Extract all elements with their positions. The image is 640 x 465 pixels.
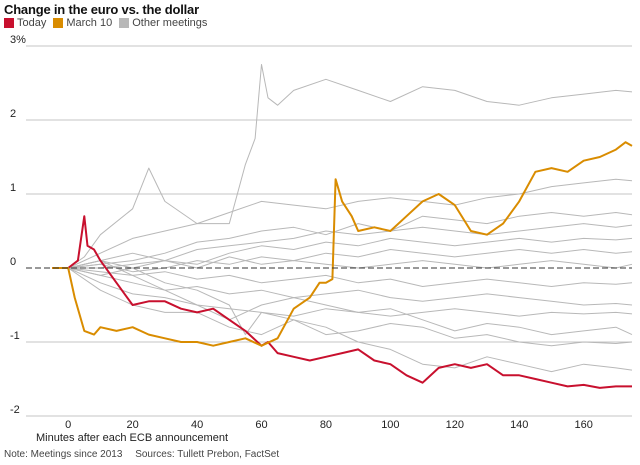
series-line-other-1 xyxy=(52,260,633,336)
footnote-sources: Sources: Tullett Prebon, FactSet xyxy=(135,449,280,460)
series-line-other-7 xyxy=(52,267,633,287)
legend-item-other: Other meetings xyxy=(119,17,207,29)
legend-item-march10: March 10 xyxy=(53,17,112,29)
x-axis-label: Minutes after each ECB announcement xyxy=(36,432,229,444)
x-tick-label: 140 xyxy=(510,419,528,431)
y-tick-labels: -2 -1 0 1 2 3% xyxy=(10,34,26,416)
series-line-other-12 xyxy=(52,267,633,317)
footnote: Note: Meetings since 2013 Sources: Tulle… xyxy=(4,449,289,460)
footnote-meetings: Note: Meetings since 2013 xyxy=(4,449,123,460)
y-tick-label: 3% xyxy=(10,34,26,46)
legend-swatch-march10 xyxy=(53,18,64,28)
x-tick-label: 0 xyxy=(65,419,71,431)
series-line-other-0 xyxy=(52,64,633,269)
series-line-other-2 xyxy=(52,267,633,373)
series-line-other-8 xyxy=(52,267,633,306)
series-line-today xyxy=(52,215,632,389)
series-line-other-3 xyxy=(52,212,633,269)
x-tick-label: 160 xyxy=(574,419,592,431)
legend-swatch-today xyxy=(4,18,14,28)
series-line-other-11 xyxy=(52,256,633,269)
y-tick-label: -1 xyxy=(10,330,20,342)
y-tick-label: 1 xyxy=(10,182,16,194)
x-tick-label: 120 xyxy=(446,419,464,431)
series-line-other-10 xyxy=(52,178,633,269)
y-tick-label: -2 xyxy=(10,404,20,416)
x-tick-label: 20 xyxy=(127,419,139,431)
series-lines xyxy=(52,64,633,389)
series-line-other-6 xyxy=(52,249,633,273)
series-line-march-10 xyxy=(52,141,633,347)
chart-title: Change in the euro vs. the dollar xyxy=(4,2,199,17)
x-tick-label: 100 xyxy=(381,419,399,431)
x-tick-label: 40 xyxy=(191,419,203,431)
gridlines xyxy=(26,45,632,417)
y-tick-label: 2 xyxy=(10,108,16,120)
x-tick-label: 60 xyxy=(255,419,267,431)
series-line-other-9 xyxy=(52,260,633,347)
series-line-other-4 xyxy=(52,223,633,269)
x-tick-labels: 0 20 40 60 80 100 120 140 160 xyxy=(65,419,593,431)
legend: Today March 10 Other meetings xyxy=(4,17,207,29)
x-tick-label: 80 xyxy=(320,419,332,431)
legend-label-other: Other meetings xyxy=(132,17,208,29)
series-line-other-5 xyxy=(52,237,633,276)
legend-label-march10: March 10 xyxy=(66,17,113,29)
legend-item-today: Today xyxy=(4,17,46,29)
legend-swatch-other xyxy=(119,18,130,28)
y-tick-label: 0 xyxy=(10,256,16,268)
legend-label-today: Today xyxy=(17,17,47,29)
